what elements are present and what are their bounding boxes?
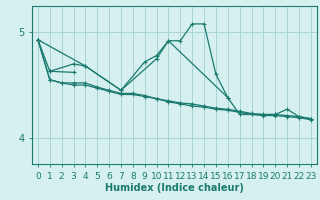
X-axis label: Humidex (Indice chaleur): Humidex (Indice chaleur) xyxy=(105,183,244,193)
